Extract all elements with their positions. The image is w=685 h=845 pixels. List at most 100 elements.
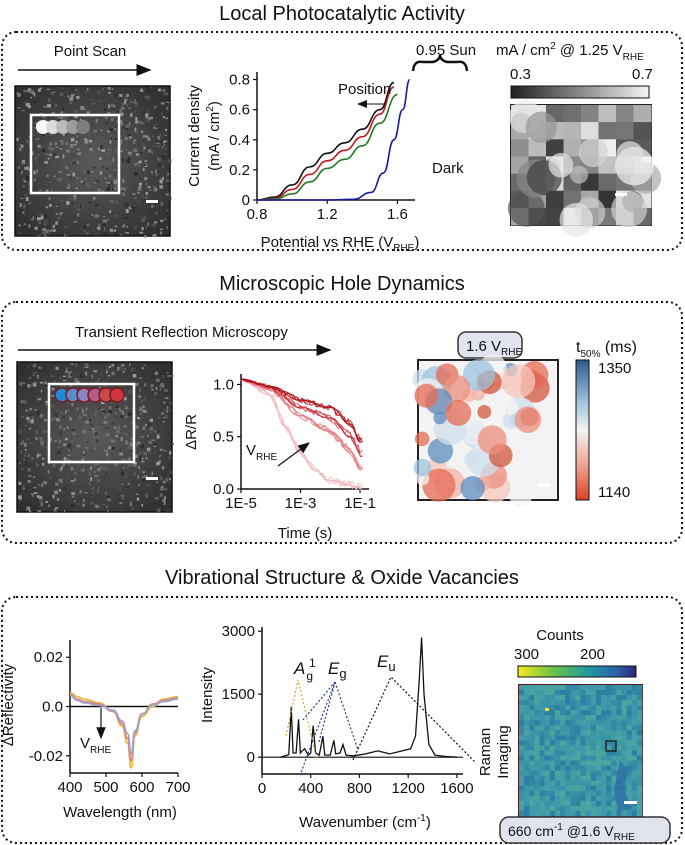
- map-cell: [611, 700, 617, 706]
- sem-grain: [36, 463, 39, 467]
- sem-grain: [34, 226, 38, 230]
- map-cell: [544, 755, 550, 761]
- map-cell: [606, 765, 612, 771]
- map-cell: [580, 800, 586, 807]
- map-cell: [601, 760, 607, 766]
- sem-grain: [55, 482, 59, 486]
- sem-grain: [84, 429, 86, 433]
- map-cell: [524, 730, 530, 736]
- sem-grain: [155, 124, 160, 128]
- map-cell: [546, 139, 564, 157]
- map-cell: [585, 780, 591, 786]
- sem-grain: [21, 109, 25, 112]
- map-cell: [580, 775, 586, 781]
- sem-grain: [97, 365, 101, 370]
- map-cell: [554, 745, 561, 751]
- sem-grain: [109, 123, 111, 125]
- sem-grain: [26, 90, 28, 93]
- sem-grain: [24, 166, 26, 170]
- map-cell: [590, 745, 597, 751]
- sem-grain: [146, 109, 149, 112]
- sem-grain: [70, 144, 73, 148]
- map-cell: [590, 750, 597, 756]
- sem-grain: [68, 198, 72, 200]
- sem-grain: [106, 181, 110, 184]
- sem-grain: [80, 106, 85, 110]
- sem-grain: [127, 134, 132, 137]
- map-cell: [560, 780, 566, 786]
- sem-grain: [26, 154, 28, 157]
- sem-grain: [112, 380, 117, 384]
- sem-grain: [18, 118, 23, 123]
- sem-grain: [153, 126, 158, 129]
- sem-grain: [41, 158, 43, 162]
- sem-grain: [112, 107, 115, 111]
- sem-grain: [45, 385, 50, 389]
- map-cell: [601, 795, 607, 802]
- map-cell: [598, 190, 617, 209]
- sem-grain: [148, 440, 152, 444]
- sem-grain: [42, 393, 45, 395]
- sem-grain: [37, 214, 41, 218]
- x-tick-label: 1600: [440, 780, 473, 797]
- sem-grain: [90, 502, 94, 505]
- colorbar-1-min: 0.3: [510, 66, 531, 83]
- sem-grain: [123, 464, 127, 468]
- sem-grain: [69, 169, 74, 172]
- y-tick-label: 0.8: [229, 72, 250, 89]
- sem-grain: [115, 184, 117, 186]
- sem-grain: [37, 411, 40, 415]
- sem-grain: [82, 418, 85, 420]
- map-cell: [554, 740, 561, 746]
- sem-grain: [91, 99, 93, 101]
- map-blob: [422, 468, 456, 502]
- map-cell: [595, 705, 602, 711]
- sem-grain: [82, 451, 85, 454]
- sem-grain: [119, 150, 124, 153]
- sem-grain: [92, 151, 94, 154]
- map-cell: [539, 685, 545, 691]
- sem-grain: [78, 91, 81, 94]
- sem-grain: [134, 443, 137, 447]
- y-tick-label: 1.0: [213, 376, 234, 393]
- sem-grain: [141, 367, 144, 370]
- sem-grain: [134, 127, 137, 132]
- map-cell: [636, 811, 643, 817]
- map-cell: [565, 785, 571, 792]
- scale-bar-map-2: [538, 484, 550, 487]
- map-cell: [539, 735, 545, 741]
- map-blob: [433, 411, 447, 425]
- sem-image-1: [14, 85, 172, 239]
- map-cell: [524, 785, 530, 792]
- sem-grain: [75, 407, 79, 409]
- sem-grain: [122, 496, 124, 500]
- map-cell: [575, 715, 581, 721]
- sem-grain: [68, 462, 70, 466]
- sem-grain: [45, 400, 48, 403]
- map-cell: [636, 700, 643, 706]
- map-cell: [616, 695, 622, 701]
- sem-grain: [110, 103, 113, 107]
- sem-grain: [142, 471, 145, 473]
- sem-grain: [76, 177, 79, 179]
- sem-grain: [81, 115, 83, 119]
- sem-grain: [46, 414, 48, 417]
- sem-grain: [145, 192, 149, 195]
- map-cell: [529, 755, 535, 761]
- sem-grain: [134, 454, 138, 458]
- map-cell: [529, 735, 535, 741]
- map-cell: [565, 740, 571, 746]
- sem-grain: [119, 120, 123, 124]
- map-cell: [631, 780, 638, 786]
- map-cell: [524, 770, 530, 776]
- sem-grain: [21, 382, 23, 386]
- map-cell: [598, 122, 617, 140]
- map-cell: [554, 700, 561, 706]
- map-cell: [554, 685, 561, 691]
- sem-grain: [144, 397, 146, 402]
- map-cell: [519, 715, 525, 721]
- map-cell: [544, 790, 550, 797]
- map-cell: [590, 715, 597, 721]
- sem-grain: [43, 105, 47, 108]
